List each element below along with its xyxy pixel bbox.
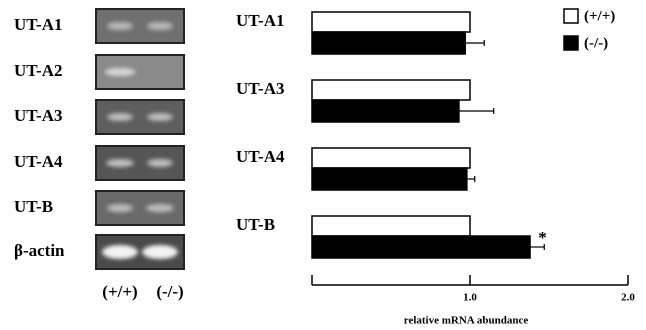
bar bbox=[312, 80, 470, 100]
gel-band bbox=[146, 204, 174, 212]
bar bbox=[312, 216, 470, 236]
gel-band bbox=[147, 159, 173, 167]
bar bbox=[312, 12, 470, 32]
x-axis-label: relative mRNA abundance bbox=[404, 315, 529, 327]
x-tick-label: 1.0 bbox=[463, 292, 477, 304]
category-label: UT-B bbox=[236, 215, 275, 234]
gel-band bbox=[142, 245, 178, 259]
lane-label: (+/+) bbox=[102, 282, 137, 301]
bar bbox=[312, 100, 459, 122]
bar bbox=[312, 32, 465, 54]
gel-band bbox=[147, 22, 173, 30]
gel-band bbox=[102, 245, 138, 259]
legend-swatch bbox=[564, 9, 578, 23]
gel-row-label: UT-A2 bbox=[14, 61, 63, 80]
gel-row-label: UT-A1 bbox=[14, 15, 63, 34]
gel-band bbox=[147, 113, 173, 121]
gel-panel: UT-A1 UT-A2 UT-A3 UT-A4 UT-B β-actin (+/+) (-/-… bbox=[14, 9, 184, 301]
category-label: UT-A3 bbox=[236, 79, 285, 98]
category-label: UT-A4 bbox=[236, 147, 285, 166]
x-tick-label: 2.0 bbox=[621, 292, 635, 304]
bar bbox=[312, 148, 470, 168]
gel-row-label: UT-A3 bbox=[14, 106, 63, 125]
legend-swatch bbox=[564, 36, 578, 50]
bar bbox=[312, 236, 530, 258]
chart: UT-A1 UT-A3 UT-A4 UT-B * 1.0 2.0 relative mRNA … bbox=[236, 8, 635, 326]
lane-label: (-/-) bbox=[156, 282, 183, 301]
category-label: UT-A1 bbox=[236, 11, 285, 30]
legend-label: (-/-) bbox=[584, 35, 608, 51]
gel-row-label: β-actin bbox=[14, 241, 65, 260]
gel-band bbox=[106, 159, 134, 167]
legend-label: (+/+) bbox=[584, 8, 615, 24]
gel-band bbox=[107, 113, 133, 121]
gel-band bbox=[105, 68, 135, 76]
gel-band bbox=[107, 204, 133, 212]
gel-row-label: UT-B bbox=[14, 197, 53, 216]
gel-row-label: UT-A4 bbox=[14, 152, 63, 171]
figure: UT-A1 UT-A2 UT-A3 UT-A4 UT-B β-actin (+/+) (-/-… bbox=[0, 0, 646, 330]
gel-band bbox=[107, 22, 133, 30]
bar bbox=[312, 168, 467, 190]
annotation: * bbox=[538, 228, 547, 247]
